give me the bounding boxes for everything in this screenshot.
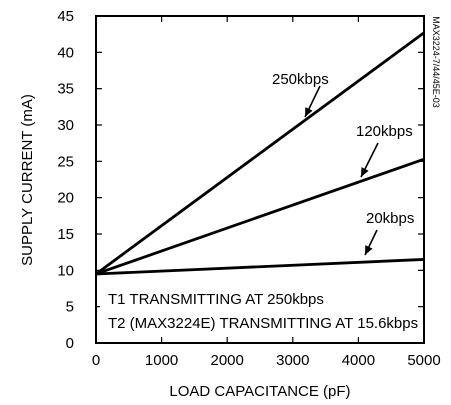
x-tick-label: 3000 [276, 352, 309, 369]
x-tick-label: 5000 [407, 352, 440, 369]
series-line-20kbps [95, 258, 425, 276]
y-tick-label: 35 [57, 81, 74, 98]
series-line-group [95, 31, 425, 276]
series-label-120kbps: 120kbps [356, 123, 413, 140]
y-tick-label: 25 [57, 153, 74, 170]
note-line-1: T1 TRANSMITTING AT 250kbps [108, 291, 324, 308]
x-tick-label: 4000 [342, 352, 375, 369]
note-box [100, 285, 340, 337]
note-line-2: T2 (MAX3224E) TRANSMITTING AT 15.6kbps [108, 315, 418, 332]
x-tick-group: 0 1000 2000 3000 4000 5000 [92, 16, 441, 369]
y-tick-label: 20 [57, 190, 74, 207]
plot-frame [95, 15, 425, 344]
y-tick-group: 0 5 10 15 20 25 30 35 40 45 [57, 8, 424, 352]
y-tick-label: 5 [66, 299, 74, 316]
y-tick-label: 45 [57, 8, 74, 25]
y-tick-label: 30 [57, 117, 74, 134]
series-arrowhead [305, 107, 313, 117]
series-label-250kbps: 250kbps [272, 71, 329, 88]
series-label-group: 250kbps 120kbps 20kbps [272, 71, 414, 256]
series-line-250kbps [95, 31, 425, 276]
series-arrowhead [361, 167, 369, 177]
x-axis-title: LOAD CAPACITANCE (pF) [169, 383, 350, 400]
x-tick-label: 1000 [145, 352, 178, 369]
series-arrowhead [365, 245, 373, 255]
y-axis-title: SUPPLY CURRENT (mA) [19, 94, 36, 266]
x-tick-label: 2000 [211, 352, 244, 369]
y-tick-label: 0 [66, 335, 74, 352]
y-tick-label: 40 [57, 44, 74, 61]
x-tick-label: 0 [92, 352, 100, 369]
series-line-120kbps [95, 157, 425, 276]
y-tick-label: 10 [57, 262, 74, 279]
series-label-20kbps: 20kbps [366, 210, 414, 227]
y-tick-label: 15 [57, 226, 74, 243]
side-label: MAX3224-7/44/45E-03 [431, 16, 441, 108]
